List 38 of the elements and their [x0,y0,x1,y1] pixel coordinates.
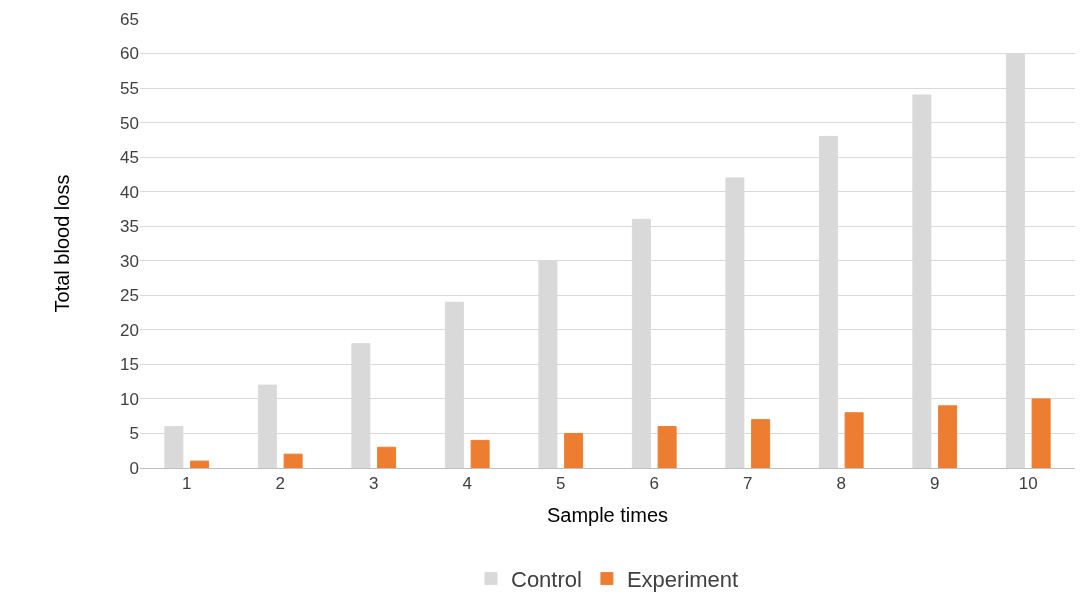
bar [657,426,677,468]
bar [377,446,397,468]
bar [1031,398,1051,468]
x-tick-label: 7 [743,474,753,494]
x-tick-label: 3 [369,474,379,494]
y-tick-label: 25 [120,286,139,306]
x-tick-label: 5 [556,474,566,494]
x-tick-label: 8 [836,474,846,494]
y-tick-label: 15 [120,355,139,375]
x-tick-label: 4 [462,474,472,494]
legend-label: Control [511,567,582,593]
legend-label: Experiment [626,567,739,593]
x-tick-label: 9 [930,474,940,494]
y-tick-label: 0 [129,458,139,478]
y-tick-label: 30 [120,251,139,271]
bar [283,453,303,468]
bar [190,460,210,468]
bar [938,405,958,468]
y-tick-label: 35 [120,217,139,237]
x-tick-label: 1 [182,474,192,494]
y-tick-label: 50 [120,113,139,133]
y-tick-label: 55 [120,79,139,99]
x-tick-label: 2 [275,474,285,494]
x-tick-label: 10 [1018,474,1038,494]
bar [844,412,864,468]
y-tick-label: 5 [129,424,139,444]
bar [751,419,771,468]
bar [470,439,490,468]
y-tick-label: 40 [120,182,139,202]
y-tick-label: 10 [120,389,139,409]
x-axis-title: Sample times [546,503,669,526]
y-tick-label: 20 [120,320,139,340]
y-axis-title: Total blood loss [50,174,73,313]
x-tick-label: 6 [649,474,659,494]
y-tick-label: 60 [120,44,139,64]
bar [564,432,584,468]
y-tick-label: 65 [120,9,139,29]
y-tick-label: 45 [120,148,139,168]
